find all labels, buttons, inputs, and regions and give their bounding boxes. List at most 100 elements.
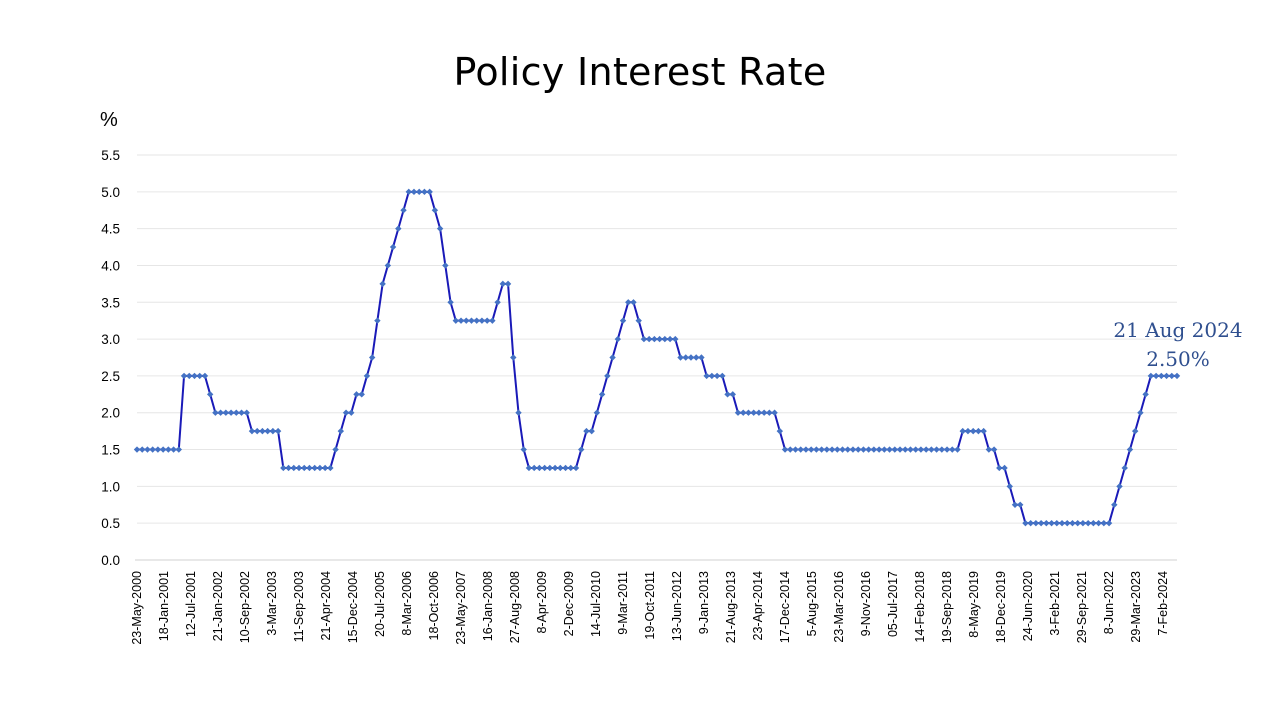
- x-tick-label: 9-Mar-2011: [616, 571, 630, 635]
- data-point: [902, 446, 909, 453]
- data-point: [483, 317, 491, 324]
- data-point: [546, 464, 554, 472]
- data-point: [881, 446, 888, 453]
- data-point: [855, 446, 862, 453]
- data-point: [781, 446, 789, 453]
- data-point: [964, 427, 972, 435]
- data-point: [416, 188, 423, 196]
- x-tick-label: 05-Jul-2017: [886, 571, 900, 637]
- data-point: [839, 446, 846, 453]
- data-point: [692, 354, 700, 361]
- data-point: [536, 464, 543, 472]
- data-point: [395, 225, 402, 232]
- data-point: [426, 188, 433, 196]
- data-point: [896, 446, 904, 453]
- data-point: [206, 391, 214, 398]
- data-point: [363, 372, 371, 380]
- data-point: [238, 409, 245, 416]
- data-point: [787, 446, 794, 453]
- data-point: [672, 335, 679, 343]
- data-point: [865, 446, 872, 453]
- data-point: [1137, 409, 1144, 416]
- data-point: [139, 446, 146, 453]
- data-point: [269, 427, 277, 435]
- data-point: [651, 335, 658, 343]
- data-point: [1147, 372, 1155, 380]
- data-point: [217, 409, 224, 416]
- y-tick-label: 4.0: [101, 258, 120, 273]
- y-tick-label: 2.5: [101, 369, 120, 384]
- x-tick-label: 8-Mar-2006: [400, 571, 414, 636]
- data-point: [557, 464, 564, 472]
- data-point: [870, 446, 878, 453]
- y-tick-label: 0.0: [101, 553, 120, 568]
- series-line: [137, 190, 1177, 525]
- data-point: [724, 391, 731, 398]
- x-tick-label: 7-Feb-2024: [1156, 571, 1170, 636]
- data-point: [1116, 483, 1123, 490]
- data-point: [766, 409, 773, 416]
- data-point: [452, 317, 459, 324]
- data-point: [442, 262, 449, 269]
- data-point: [1158, 372, 1165, 380]
- data-point: [447, 299, 454, 306]
- data-point: [755, 409, 763, 416]
- data-point: [290, 464, 297, 472]
- gridlines: [137, 154, 1177, 524]
- x-tick-label: 20-Jul-2005: [373, 571, 387, 637]
- data-point: [301, 464, 308, 472]
- data-point: [567, 464, 574, 472]
- data-point: [797, 446, 804, 453]
- data-point: [1037, 519, 1045, 527]
- data-point: [379, 280, 386, 288]
- data-point: [478, 317, 486, 324]
- data-point: [494, 299, 501, 306]
- data-point: [860, 446, 867, 453]
- x-tick-label: 23-Apr-2014: [751, 571, 765, 641]
- data-point: [332, 446, 339, 453]
- data-point: [985, 446, 993, 453]
- data-point: [274, 427, 282, 435]
- x-tick-label: 23-May-2000: [130, 571, 144, 645]
- data-point: [891, 446, 898, 453]
- data-point: [222, 409, 230, 416]
- data-point: [922, 446, 930, 453]
- data-point: [593, 409, 601, 416]
- data-point: [473, 317, 480, 324]
- x-tick-label: 17-Dec-2014: [778, 571, 792, 643]
- x-tick-label: 13-Jun-2012: [670, 571, 684, 641]
- series-markers: [133, 188, 1181, 527]
- x-tick-label: 3-Mar-2003: [265, 571, 279, 636]
- data-point: [1043, 519, 1050, 527]
- x-axis-ticks: 23-May-2000 18-Jan-2001 12-Jul-2001 21-Jan-…: [130, 571, 1170, 645]
- data-point: [938, 446, 946, 453]
- data-point: [1001, 464, 1008, 472]
- data-point: [656, 335, 663, 343]
- data-point: [1084, 519, 1092, 527]
- data-point: [713, 372, 721, 380]
- data-point: [604, 372, 611, 380]
- data-point: [510, 354, 517, 361]
- data-point: [154, 446, 162, 453]
- data-point: [159, 446, 167, 453]
- x-tick-label: 24-Jun-2020: [1021, 571, 1035, 641]
- x-tick-label: 27-Aug-2008: [508, 571, 522, 643]
- y-tick-label: 0.5: [101, 516, 120, 531]
- x-tick-label: 21-Aug-2013: [724, 571, 738, 643]
- data-point: [828, 446, 836, 453]
- data-point: [431, 207, 439, 214]
- data-point: [248, 427, 256, 435]
- data-point: [1152, 372, 1160, 380]
- data-point: [687, 354, 695, 361]
- data-point: [907, 446, 914, 453]
- latest-value-annotation-date: 21 Aug 2024: [1113, 318, 1242, 342]
- x-tick-label: 21-Jan-2002: [211, 571, 225, 641]
- data-point: [368, 354, 376, 361]
- data-point: [254, 427, 261, 435]
- data-point: [583, 427, 590, 435]
- data-point: [280, 464, 287, 472]
- y-axis-unit-label: %: [100, 109, 118, 131]
- data-point: [186, 372, 193, 380]
- x-tick-label: 21-Apr-2004: [319, 571, 333, 641]
